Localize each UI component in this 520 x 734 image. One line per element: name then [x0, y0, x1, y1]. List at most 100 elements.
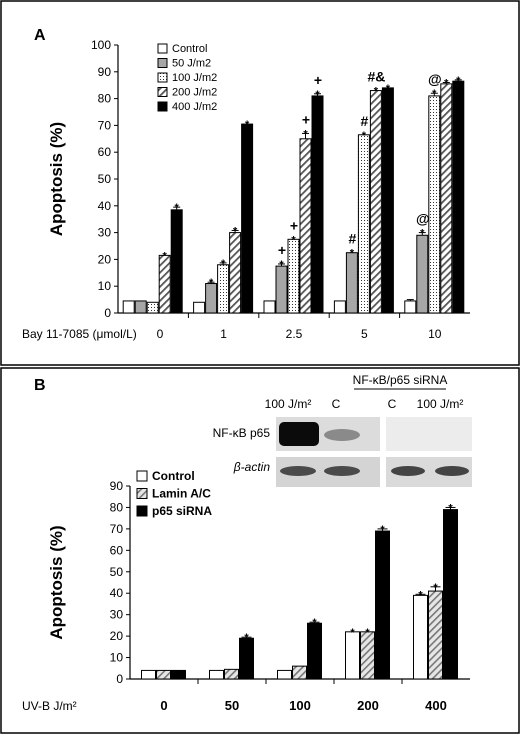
y-tick-label: 10: [98, 279, 112, 293]
bar: [404, 300, 417, 314]
bar: [345, 631, 360, 680]
significance-marker: *: [279, 259, 284, 271]
significance-marker: *: [418, 589, 423, 601]
bar: [158, 254, 171, 314]
significance-marker: *: [221, 258, 226, 270]
annotation-symbol: +: [302, 111, 310, 127]
significance-marker: *: [175, 202, 180, 214]
blot-row-label-actin: β-actin: [233, 460, 271, 474]
panel-b-border: [0, 367, 520, 734]
significance-marker: *: [163, 250, 168, 262]
y-tick-label: 90: [98, 65, 112, 79]
legend-label: 50 J/m2: [172, 58, 211, 70]
significance-marker: *: [386, 83, 391, 95]
bar: [428, 590, 443, 680]
y-tick-label: 0: [116, 672, 123, 686]
bar: [440, 83, 453, 314]
y-tick-label: 40: [110, 586, 124, 600]
legend-label: Control: [152, 469, 195, 483]
bar: [263, 300, 276, 314]
bar: [307, 622, 322, 680]
panel-a-border: [0, 0, 520, 366]
blot-lane-label: C: [332, 397, 341, 411]
bar: [277, 669, 292, 680]
y-tick-label: 50: [110, 565, 124, 579]
significance-marker: *: [374, 86, 379, 98]
y-tick-label: 70: [98, 118, 112, 132]
bar: [369, 90, 382, 314]
legend-swatch: [157, 101, 168, 112]
annotation-symbol: #: [349, 231, 357, 247]
x-tick-label: 1: [220, 327, 227, 341]
y-tick-label: 10: [110, 651, 124, 665]
bar: [170, 209, 183, 314]
legend-swatch: [157, 72, 168, 83]
annotation-symbol: +: [314, 72, 322, 88]
panel-a-label: A: [34, 27, 46, 44]
bar: [381, 87, 394, 314]
x-tick-label: 10: [428, 327, 442, 341]
bar: [428, 95, 441, 314]
bar: [357, 134, 370, 314]
bar: [299, 138, 312, 314]
x-tick-label: 5: [361, 327, 368, 341]
x-axis-label: Bay 11-7085 (μmol/L): [22, 327, 137, 341]
x-tick-label: 0: [157, 327, 164, 341]
significance-marker: *: [315, 89, 320, 101]
significance-marker: *: [312, 617, 317, 629]
x-tick-label: 50: [225, 698, 239, 713]
bar: [229, 232, 242, 314]
bar: [360, 631, 375, 680]
blot-band-actin: [391, 466, 425, 476]
significance-marker: *: [380, 524, 385, 536]
bar: [171, 669, 186, 680]
bar: [217, 264, 230, 314]
blot-band-p65-faint: [324, 429, 360, 441]
legend-label: 100 J/m2: [172, 72, 217, 84]
panel-b-label: B: [34, 377, 46, 394]
y-tick-label: 20: [110, 629, 124, 643]
annotation-symbol: +: [278, 242, 286, 258]
legend-swatch: [157, 43, 168, 54]
legend-swatch: [157, 58, 168, 68]
significance-marker: *: [209, 277, 214, 289]
bar: [209, 669, 224, 680]
y-tick-label: 40: [98, 199, 112, 213]
significance-marker: *: [291, 234, 296, 246]
bar: [275, 265, 288, 314]
significance-marker: *: [244, 632, 249, 644]
y-tick-label: 90: [110, 479, 124, 493]
significance-marker: *: [432, 88, 437, 100]
significance-marker: *: [420, 228, 425, 240]
bar: [146, 301, 159, 314]
y-tick-label: 60: [110, 543, 124, 557]
y-tick-label: 30: [98, 226, 112, 240]
blot-band-actin: [280, 466, 316, 476]
legend-swatch: [157, 87, 168, 97]
bar: [241, 123, 254, 314]
significance-marker: *: [233, 225, 238, 237]
significance-marker: *: [362, 130, 367, 142]
x-tick-label: 2.5: [286, 327, 303, 341]
x-tick-label: 0: [160, 698, 167, 713]
blot-band-actin: [324, 466, 360, 476]
bar: [443, 509, 458, 680]
significance-marker: *: [456, 75, 461, 87]
bar: [311, 95, 324, 314]
bar: [156, 669, 171, 680]
bar: [413, 594, 428, 680]
legend-label: Lamin A/C: [152, 487, 211, 501]
y-axis-label: Apoptosis (%): [47, 525, 66, 639]
blot-band-p65-strong: [279, 422, 319, 446]
bar: [239, 637, 254, 680]
legend-label: 400 J/m2: [172, 101, 217, 113]
significance-marker: *: [350, 627, 355, 639]
western-blot: NF-κB/p65 siRNA 100 J/m² C C 100 J/m² NF…: [213, 373, 472, 487]
bar: [287, 238, 300, 314]
x-axis-label: UV-B J/m²: [22, 699, 77, 713]
legend-label: Control: [172, 43, 207, 55]
significance-marker: *: [245, 119, 250, 131]
blot-lane-label: 100 J/m²: [417, 397, 464, 411]
